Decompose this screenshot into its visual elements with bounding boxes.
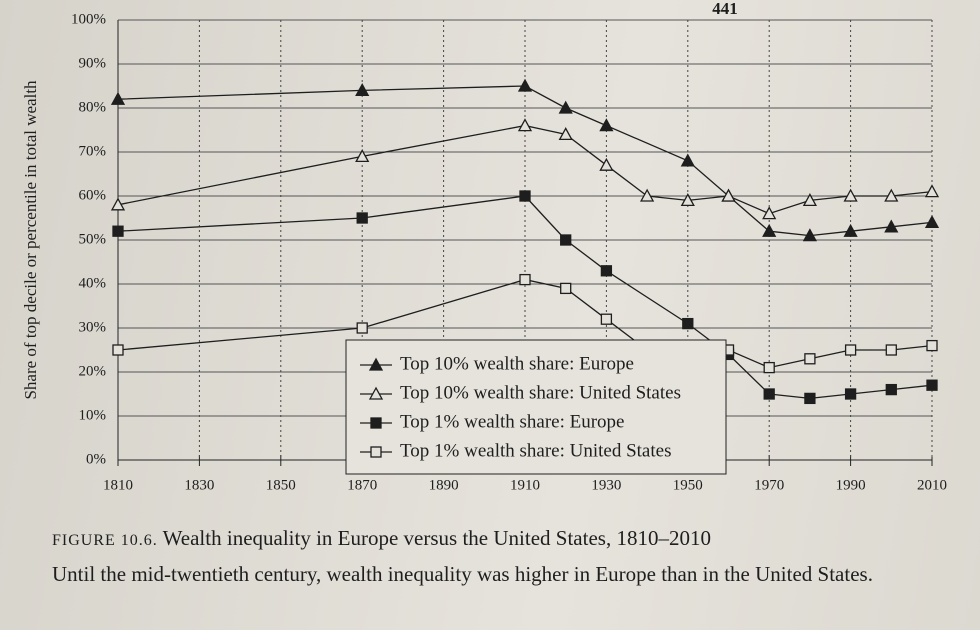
legend-label: Top 1% wealth share: United States (400, 440, 671, 461)
point (680, 153, 695, 167)
point (517, 78, 533, 92)
point (599, 157, 614, 171)
point (682, 317, 694, 330)
point (356, 212, 368, 224)
point (355, 83, 370, 97)
x-tick-label: 2010 (917, 477, 947, 493)
y-tick-label: 10% (79, 407, 107, 423)
y-tick-label: 40% (79, 275, 107, 291)
legend-marker (368, 386, 384, 400)
point (924, 184, 940, 198)
legend-marker (368, 357, 384, 371)
x-tick-label: 1950 (673, 477, 703, 493)
point (110, 197, 126, 211)
caption-title-line: FIGURE 10.6. Wealth inequality in Europe… (52, 524, 932, 555)
point (844, 344, 857, 356)
point (640, 188, 655, 202)
point (558, 100, 573, 114)
point (721, 188, 736, 202)
point (110, 91, 126, 105)
x-tick-label: 1870 (347, 477, 377, 493)
legend-label: Top 1% wealth share: Europe (400, 411, 624, 432)
figure-title: Wealth inequality in Europe versus the U… (162, 526, 711, 550)
point (517, 118, 533, 132)
point (762, 206, 777, 220)
point (804, 353, 816, 365)
page-number: 441 (712, 0, 738, 18)
figure-label: FIGURE 10.6. (52, 532, 158, 549)
point (926, 379, 938, 391)
legend-marker (370, 417, 382, 429)
y-tick-label: 50% (79, 231, 107, 247)
point (885, 344, 897, 356)
x-tick-label: 1830 (184, 477, 214, 493)
point (680, 193, 695, 207)
y-tick-label: 60% (79, 187, 107, 203)
point (599, 118, 614, 132)
y-tick-label: 0% (86, 451, 106, 467)
point (884, 188, 899, 202)
point (804, 392, 816, 405)
point (519, 190, 531, 202)
point (600, 313, 613, 325)
point (558, 127, 573, 141)
point (560, 234, 572, 246)
x-tick-label: 1910 (510, 477, 540, 493)
y-tick-label: 100% (71, 11, 106, 27)
point (843, 188, 858, 202)
point (112, 344, 124, 356)
point (843, 223, 858, 237)
y-tick-label: 90% (79, 55, 107, 71)
point (355, 149, 370, 163)
y-tick-label: 30% (79, 319, 107, 335)
legend-label: Top 10% wealth share: United States (400, 382, 681, 403)
y-tick-label: 80% (79, 99, 107, 115)
point (802, 228, 817, 242)
point (112, 225, 124, 237)
point (763, 361, 775, 374)
point (844, 388, 857, 400)
y-tick-label: 20% (79, 363, 107, 379)
y-tick-label: 70% (79, 143, 107, 159)
point (802, 193, 817, 207)
legend-box (345, 339, 727, 475)
point (924, 215, 940, 229)
point (560, 282, 572, 295)
legend-marker (370, 446, 382, 458)
x-tick-label: 1850 (266, 477, 296, 493)
series-line (117, 85, 933, 237)
point (600, 265, 613, 277)
x-tick-label: 1810 (103, 477, 133, 493)
series-line (117, 195, 933, 400)
point (356, 322, 368, 334)
point (762, 223, 777, 237)
x-tick-label: 1930 (591, 477, 621, 493)
x-tick-label: 1890 (429, 477, 459, 493)
caption-text: Until the mid-twentieth century, wealth … (52, 562, 873, 586)
legend-label: Top 10% wealth share: Europe (400, 353, 634, 374)
point (884, 219, 899, 233)
chart: 441 Share of top decile or percentile in… (21, 0, 947, 493)
point (763, 388, 775, 400)
point (885, 383, 897, 396)
point (926, 339, 938, 352)
point (519, 273, 531, 286)
x-tick-label: 1990 (836, 477, 866, 493)
x-tick-label: 1970 (754, 477, 784, 493)
y-axis-label: Share of top decile or percentile in tot… (21, 80, 40, 400)
